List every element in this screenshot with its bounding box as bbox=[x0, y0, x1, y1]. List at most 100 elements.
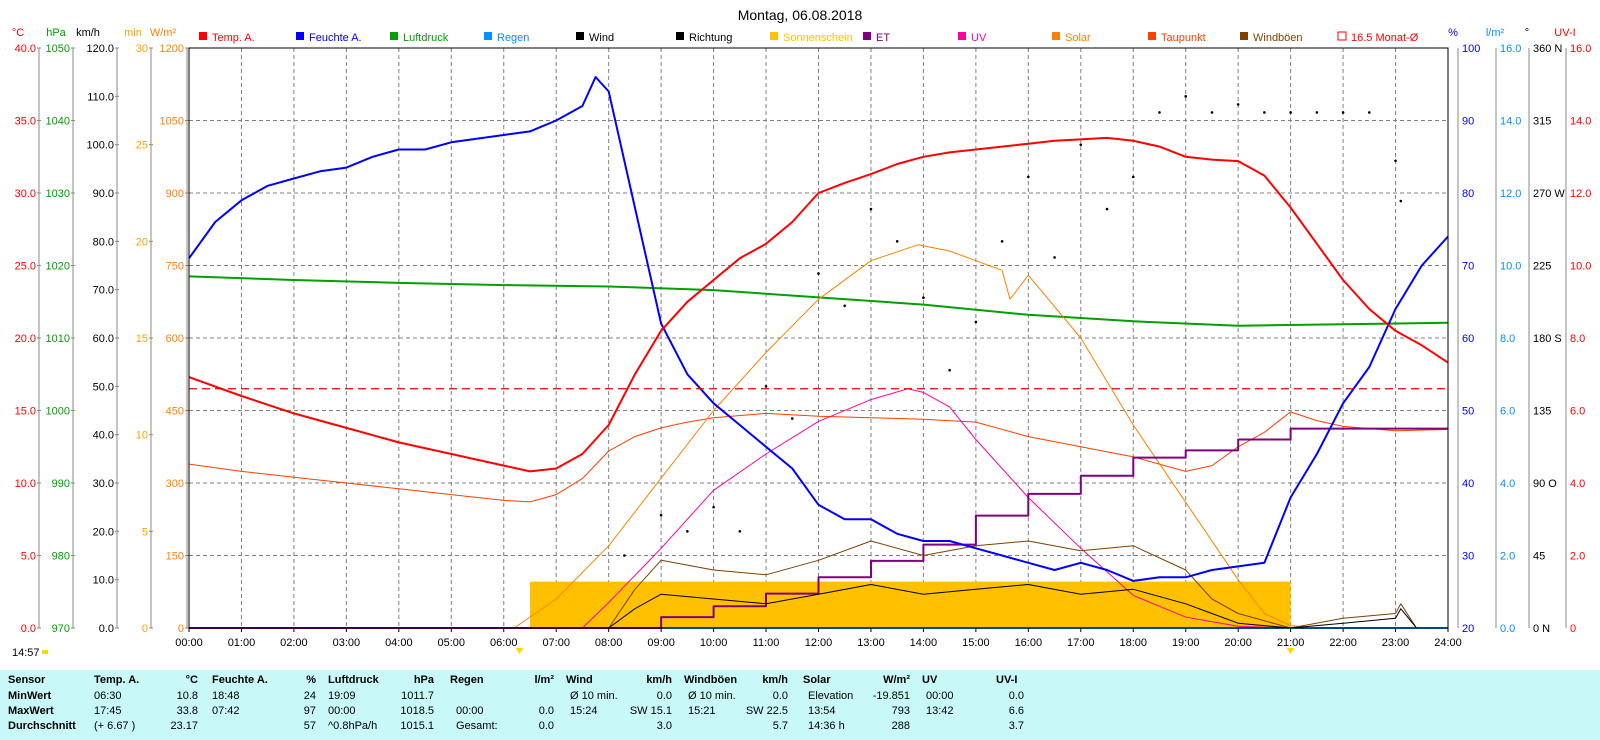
left-axis-tick: 100.0 bbox=[86, 140, 114, 152]
current-time-marker bbox=[42, 650, 48, 654]
series-richtung-point bbox=[1027, 175, 1030, 179]
stats-header-solar: Solar bbox=[803, 674, 831, 686]
right-axis-tick: 14.0 bbox=[1570, 116, 1591, 128]
series-richtung-point bbox=[1105, 207, 1109, 211]
x-tick-label: 05:00 bbox=[438, 637, 466, 649]
left-axis-tick: 1050 bbox=[160, 116, 184, 128]
x-tick-label: 07:00 bbox=[542, 637, 570, 649]
stats-wind-value: 3.0 bbox=[656, 720, 672, 732]
left-axis-tick: 970 bbox=[52, 623, 70, 635]
x-tick-label: 21:00 bbox=[1277, 637, 1305, 649]
stats-press-value: 1011.7 bbox=[401, 690, 434, 702]
right-axis-tick: 10.0 bbox=[1570, 261, 1591, 273]
x-tick-label: 15:00 bbox=[962, 637, 990, 649]
right-axis-tick: 30 bbox=[1462, 551, 1474, 563]
right-axis-tick: 90 O bbox=[1533, 478, 1557, 490]
x-tick-label: 08:00 bbox=[595, 637, 623, 649]
series-richtung-point bbox=[1315, 111, 1319, 114]
right-axis-tick: 80 bbox=[1462, 188, 1474, 200]
left-axis-tick: 25.0 bbox=[15, 261, 36, 273]
left-axis-tick: 0 bbox=[178, 623, 184, 635]
legend-label: Wind bbox=[589, 32, 614, 44]
right-axis-tick: 12.0 bbox=[1500, 188, 1521, 200]
series-richtung-point bbox=[948, 368, 951, 372]
stats-header-rain-unit: l/m² bbox=[534, 674, 554, 686]
series-wind bbox=[530, 584, 1417, 629]
series-richtung-point bbox=[1341, 111, 1345, 114]
left-axis-unit: km/h bbox=[76, 27, 100, 39]
left-axis-tick: 15 bbox=[136, 333, 148, 345]
stats-hum-value: 57 bbox=[303, 720, 316, 732]
series-richtung-point bbox=[1131, 175, 1135, 179]
stats-header-rain: Regen bbox=[450, 674, 484, 686]
right-axis-tick: 0 N bbox=[1533, 623, 1550, 635]
legend-label: Windböen bbox=[1253, 32, 1303, 44]
stats-hum-time: 07:42 bbox=[212, 705, 240, 717]
left-axis-tick: 1020 bbox=[46, 261, 70, 273]
x-tick-label: 00:00 bbox=[175, 637, 203, 649]
stats-uv-value: 3.7 bbox=[1008, 720, 1024, 732]
series-temp-a bbox=[188, 136, 1449, 473]
right-axis-tick: 0.0 bbox=[1500, 623, 1515, 635]
right-axis-unit: UV-I bbox=[1554, 27, 1575, 39]
series-richtung-point bbox=[790, 417, 794, 420]
stats-hum-value: 24 bbox=[303, 690, 316, 702]
stats-row-label: MinWert bbox=[8, 690, 52, 702]
stats-uv-time: 13:42 bbox=[926, 705, 954, 717]
left-axis-tick: 110.0 bbox=[87, 91, 114, 103]
left-axis-tick: 10.0 bbox=[93, 575, 114, 587]
left-axis-tick: 600 bbox=[166, 333, 184, 345]
left-axis-tick: 20 bbox=[136, 236, 148, 248]
legend-label: UV bbox=[971, 32, 987, 44]
stats-gust-value: 5.7 bbox=[772, 720, 788, 732]
x-tick-label: 03:00 bbox=[333, 637, 361, 649]
series-richtung-point bbox=[712, 505, 715, 509]
left-axis-tick: 15.0 bbox=[15, 406, 36, 418]
series-richtung-point bbox=[869, 207, 873, 211]
stats-header-gust-unit: km/h bbox=[762, 674, 788, 686]
series-richtung-point bbox=[895, 240, 899, 243]
stats-solar-value: 793 bbox=[891, 705, 910, 717]
legend-swatch bbox=[676, 32, 684, 40]
stats-wind-value: 0.0 bbox=[656, 690, 672, 702]
series-richtung-point bbox=[623, 554, 626, 557]
x-tick-label: 04:00 bbox=[385, 637, 413, 649]
weather-chart: Montag, 06.08.2018 Temp. A. Feuchte A. Luf… bbox=[12, 7, 1592, 659]
left-axis-tick: 25 bbox=[136, 140, 148, 152]
stats-solar-value: 288 bbox=[891, 720, 910, 732]
stats-header-press: Luftdruck bbox=[328, 674, 379, 686]
left-axis-tick: 990 bbox=[52, 478, 70, 490]
right-axis-tick: 4.0 bbox=[1500, 478, 1515, 490]
series-richtung-point bbox=[974, 320, 978, 324]
axes: °C 40.0 35.0 30.0 25.0 20.0 15.0 10.0 5.0 0.0 hPa 1… bbox=[12, 27, 1592, 635]
chart-title: Montag, 06.08.2018 bbox=[738, 7, 863, 23]
legend-swatch bbox=[863, 32, 871, 40]
stats-header-uv-unit: UV-I bbox=[996, 674, 1018, 686]
stats-press-value: 1015.1 bbox=[400, 720, 434, 732]
legend-label: 16.5 Monat-Ø bbox=[1351, 32, 1419, 44]
series-et bbox=[189, 427, 1448, 629]
series-richtung-point bbox=[1263, 111, 1266, 114]
right-axis-tick: 45 bbox=[1533, 551, 1545, 563]
stats-press-time: ^0.8hPa/h bbox=[328, 720, 378, 732]
stats-solar-time: Elevation bbox=[808, 690, 854, 702]
series-windb-en bbox=[530, 540, 1417, 629]
left-axis-tick: 40.0 bbox=[93, 430, 114, 442]
left-axis-tick: 1030 bbox=[46, 188, 70, 200]
stats-header-hum-unit: % bbox=[306, 674, 316, 686]
right-axis-tick: 100 bbox=[1462, 43, 1480, 55]
left-axis-tick: 1050 bbox=[46, 43, 70, 55]
right-axis-tick: 90 bbox=[1462, 116, 1474, 128]
series-richtung-point bbox=[1079, 143, 1083, 146]
legend-label: Richtung bbox=[689, 32, 732, 44]
legend-label: Taupunkt bbox=[1161, 32, 1206, 44]
left-axis-tick: 90.0 bbox=[93, 188, 114, 200]
series-luftdruck bbox=[188, 275, 1449, 327]
stats-press-value: 1018.5 bbox=[400, 705, 434, 717]
left-axis-tick: 300 bbox=[166, 478, 184, 490]
right-axis-tick: 2.0 bbox=[1500, 551, 1515, 563]
left-axis-unit: W/m² bbox=[150, 27, 177, 39]
right-axis-tick: 135 bbox=[1533, 406, 1551, 418]
right-axis-tick: 12.0 bbox=[1570, 188, 1591, 200]
x-tick-label: 14:00 bbox=[910, 637, 938, 649]
